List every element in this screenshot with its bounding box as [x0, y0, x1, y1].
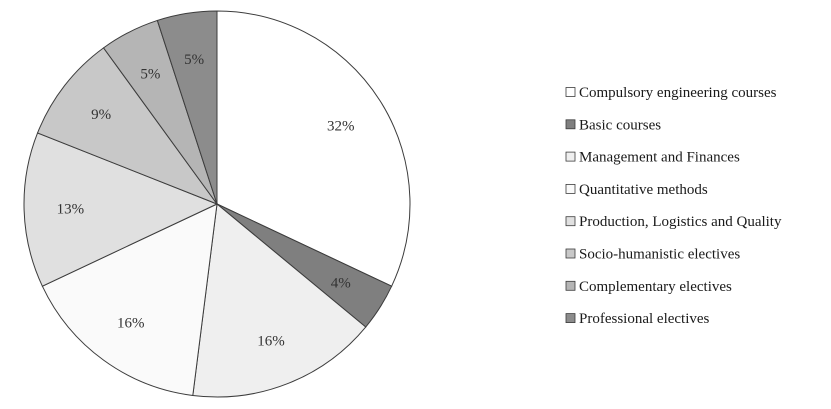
legend-label-1: Basic courses [579, 117, 661, 133]
legend-item-5: Socio-humanistic electives [565, 247, 740, 263]
legend-item-7: Professional electives [565, 311, 710, 327]
slice-label-5: 9% [91, 107, 111, 123]
legend-item-6: Complementary electives [565, 279, 732, 295]
legend-item-1: Basic courses [565, 117, 661, 133]
slice-label-2: 16% [257, 333, 285, 349]
legend-swatch-5 [565, 248, 576, 259]
legend-swatch-4 [565, 216, 576, 227]
legend-label-0: Compulsory engineering courses [579, 85, 777, 101]
legend-swatch-0 [565, 87, 576, 97]
legend-swatch-6 [565, 280, 576, 291]
legend-item-0: Compulsory engineering courses [565, 85, 777, 101]
pie-slice-2 [192, 203, 367, 398]
pie-slice-4 [23, 132, 219, 287]
legend-item-3: Quantitative methods [565, 182, 708, 198]
legend-label-2: Management and Finances [579, 150, 740, 166]
slice-label-3: 16% [117, 316, 145, 332]
slice-label-6: 5% [140, 66, 160, 82]
pie-slices [23, 10, 411, 398]
slice-label-1: 4% [331, 276, 351, 292]
legend-swatch-2 [565, 151, 576, 162]
pie-slice-5 [36, 47, 219, 206]
slice-labels: 32% 4% 16% 16% 13% 9% 5% 5% [57, 52, 355, 349]
legend-swatch-1 [565, 119, 576, 130]
pie-slice-0 [216, 10, 411, 287]
legend-item-4: Production, Logistics and Quality [565, 214, 782, 230]
legend-label-7: Professional electives [579, 311, 710, 327]
legend-label-5: Socio-humanistic electives [579, 247, 740, 263]
pie-slice-3 [41, 203, 218, 397]
pie-slice-7 [156, 10, 218, 205]
legend-item-2: Management and Finances [565, 150, 740, 166]
slice-label-0: 32% [327, 118, 355, 134]
legend-label-3: Quantitative methods [579, 182, 708, 198]
slice-label-7: 5% [184, 52, 204, 68]
legend-swatch-3 [565, 183, 576, 194]
legend-swatch-7 [565, 313, 576, 324]
slice-label-4: 13% [57, 202, 85, 218]
legend-label-4: Production, Logistics and Quality [579, 214, 782, 230]
legend-label-6: Complementary electives [579, 279, 732, 295]
legend: Compulsory engineering courses Basic cour… [565, 85, 782, 327]
